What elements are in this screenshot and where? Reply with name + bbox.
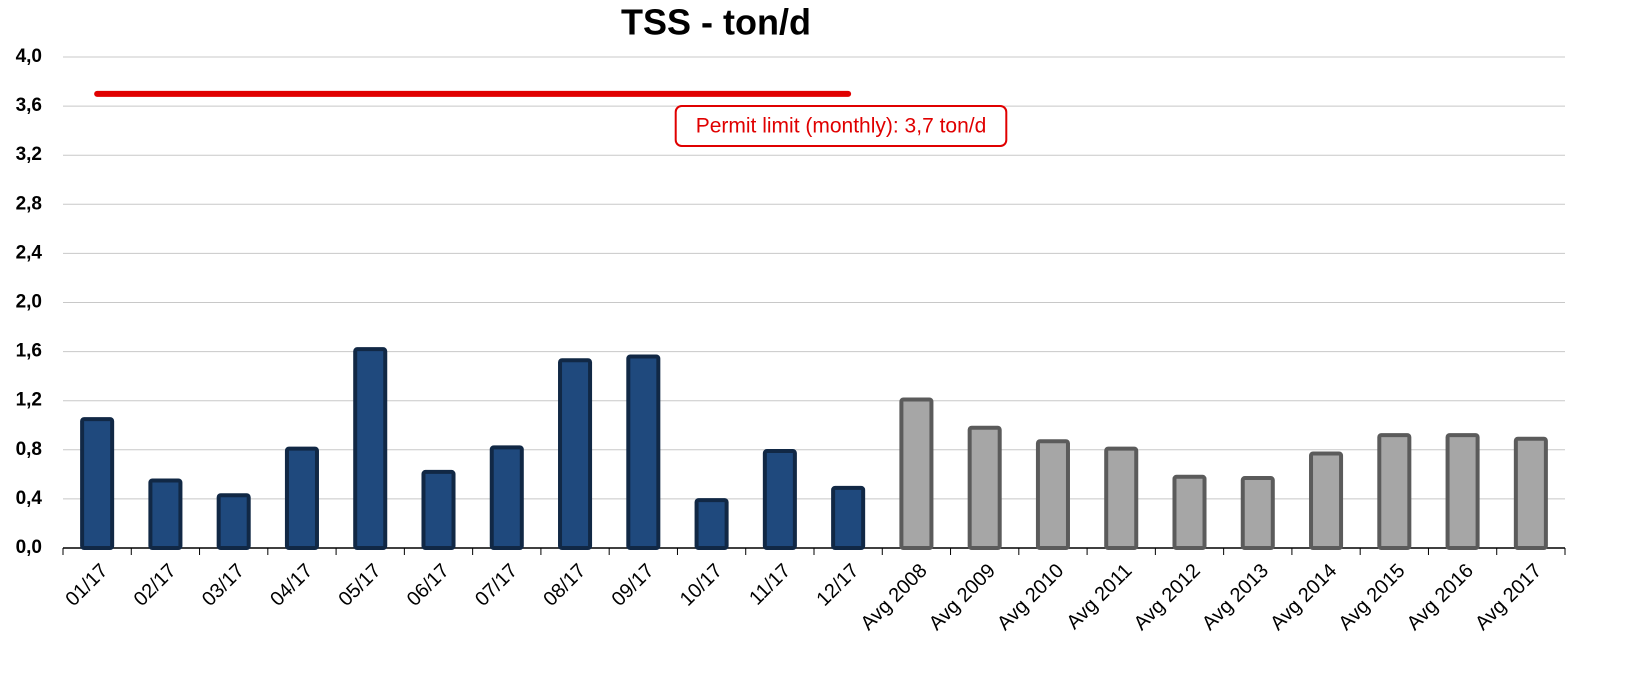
x-tick-label: 04/17 bbox=[266, 560, 317, 611]
bar bbox=[216, 493, 251, 550]
y-tick-label: 4,0 bbox=[16, 46, 42, 67]
x-tick-label: 11/17 bbox=[745, 560, 795, 610]
bar bbox=[694, 498, 729, 551]
bar bbox=[1445, 433, 1480, 551]
x-tick-label: 03/17 bbox=[198, 560, 249, 611]
x-tick-label: 02/17 bbox=[130, 560, 181, 611]
bar bbox=[1309, 451, 1344, 551]
y-tick-label: 0,8 bbox=[16, 439, 42, 460]
x-tick-label: Avg 2016 bbox=[1403, 560, 1478, 635]
x-tick-label: 07/17 bbox=[471, 560, 522, 611]
x-tick-label: 09/17 bbox=[608, 560, 659, 611]
bar bbox=[558, 358, 593, 550]
x-tick-label: 05/17 bbox=[335, 560, 386, 611]
bar bbox=[489, 445, 524, 550]
y-tick-label: 0,0 bbox=[16, 537, 42, 558]
bar bbox=[1377, 433, 1412, 551]
x-tick-label: Avg 2013 bbox=[1198, 560, 1273, 635]
bar bbox=[626, 354, 661, 551]
bar bbox=[967, 425, 1002, 550]
x-tick-label: Avg 2015 bbox=[1335, 560, 1410, 635]
x-tick-label: Avg 2009 bbox=[925, 560, 1000, 635]
bar bbox=[899, 397, 934, 550]
x-tick-label: 08/17 bbox=[539, 560, 590, 611]
y-tick-label: 2,8 bbox=[16, 193, 42, 214]
y-tick-label: 1,2 bbox=[16, 390, 42, 411]
chart-title: TSS - ton/d bbox=[621, 2, 811, 43]
bar bbox=[1035, 439, 1070, 550]
annotation: Permit limit (monthly): 3,7 ton/d bbox=[696, 115, 987, 138]
y-tick-label: 0,4 bbox=[16, 488, 43, 509]
y-tick-label: 1,6 bbox=[16, 341, 42, 362]
bar bbox=[421, 469, 456, 550]
bar bbox=[1104, 446, 1139, 551]
bar bbox=[831, 485, 866, 551]
x-tick-label: Avg 2012 bbox=[1130, 560, 1205, 635]
x-tick-label: Avg 2017 bbox=[1471, 560, 1546, 635]
y-tick-label: 3,6 bbox=[16, 95, 42, 116]
x-tick-label: Avg 2010 bbox=[993, 560, 1068, 635]
y-tick-label: 2,4 bbox=[16, 242, 43, 263]
bar bbox=[80, 417, 115, 550]
x-tick-label: 01/17 bbox=[61, 560, 112, 611]
annotation-box bbox=[674, 105, 1008, 147]
x-tick-label: 06/17 bbox=[403, 560, 454, 611]
bar bbox=[1172, 474, 1207, 550]
x-tick-label: Avg 2014 bbox=[1266, 560, 1341, 635]
x-tick-label: 12/17 bbox=[812, 560, 863, 611]
bar bbox=[762, 449, 797, 550]
bar bbox=[1240, 476, 1275, 550]
y-tick-label: 2,0 bbox=[16, 292, 42, 313]
x-tick-label: Avg 2011 bbox=[1062, 560, 1136, 634]
bar bbox=[353, 347, 388, 550]
bar bbox=[284, 446, 319, 551]
bar bbox=[1513, 436, 1548, 550]
bar bbox=[148, 478, 183, 550]
y-tick-label: 3,2 bbox=[16, 144, 42, 165]
x-tick-label: Avg 2008 bbox=[857, 560, 932, 635]
x-tick-label: 10/17 bbox=[676, 560, 727, 611]
